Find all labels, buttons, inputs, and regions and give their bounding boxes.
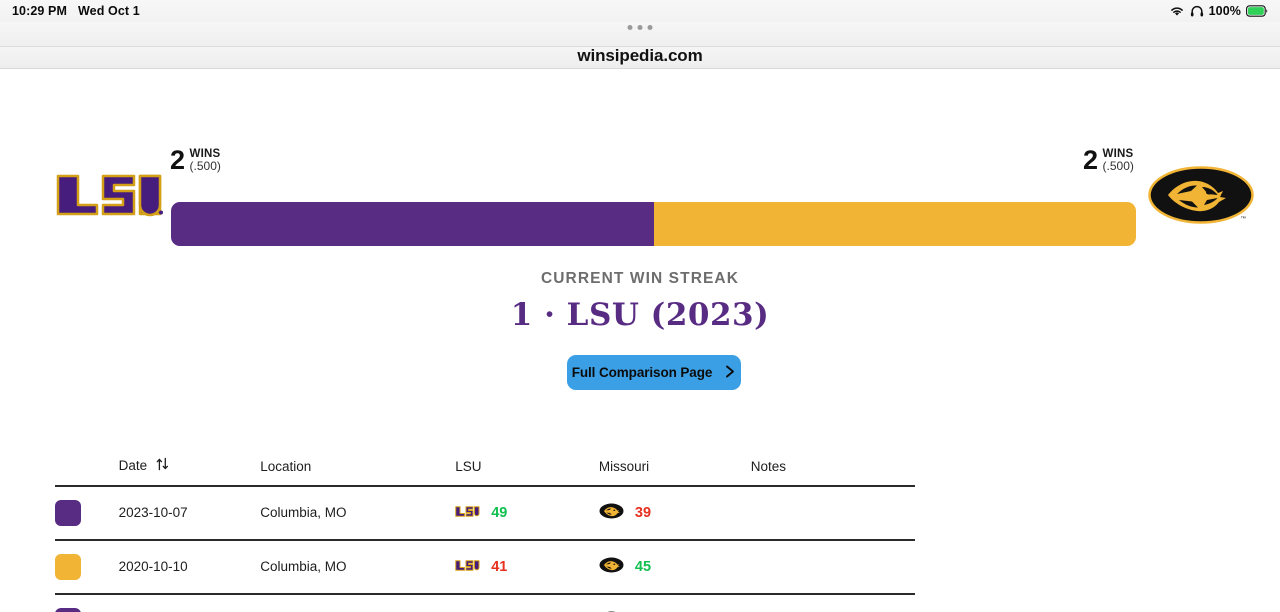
missouri-wins-count: 2 — [1083, 145, 1098, 175]
full-comparison-page-button[interactable]: Full Comparison Page — [567, 355, 741, 390]
cta-label: Full Comparison Page — [571, 365, 713, 380]
col-header-lsu[interactable]: LSU — [455, 458, 482, 474]
row-date: 2020-10-10 — [118, 559, 188, 574]
missouri-mini-logo — [599, 557, 624, 576]
wifi-icon — [1169, 5, 1185, 17]
ipad-status-bar: 10:29 PM Wed Oct 1 100% — [0, 0, 1280, 22]
col-header-location[interactable]: Location — [260, 458, 312, 474]
games-table: Date Location LSU Missouri Notes 2023-10… — [55, 457, 915, 612]
page-content: 2 WINS (.500) 2 WINS (.500) ™ C — [0, 69, 1280, 612]
lsu-bar-segment — [171, 202, 654, 246]
status-time: 10:29 PM — [12, 4, 67, 18]
col-header-date[interactable]: Date — [119, 457, 261, 486]
table-row[interactable]: 2016-10-01Baton Rouge, LA427 — [55, 594, 915, 612]
col-header-missouri[interactable]: Missouri — [598, 458, 650, 474]
lsu-win-pct: (.500) — [189, 159, 221, 174]
winner-color-chip — [55, 607, 81, 612]
winner-color-chip — [55, 499, 81, 526]
win-share-bar — [171, 202, 1136, 246]
lsu-logo — [55, 173, 163, 217]
browser-tab-bar — [0, 22, 1280, 47]
col-header-date-label: Date — [118, 457, 148, 473]
chevron-right-icon — [725, 365, 736, 380]
svg-text:™: ™ — [1241, 216, 1247, 222]
missouri-wins-label: WINS — [1102, 148, 1134, 160]
col-header-winner — [55, 457, 119, 486]
status-bar-right: 100% — [1169, 4, 1268, 18]
missouri-mini-logo — [599, 503, 624, 522]
missouri-score: 45 — [634, 558, 652, 575]
status-bar-left: 10:29 PM Wed Oct 1 — [12, 4, 140, 18]
lsu-wins-label: WINS — [189, 148, 221, 160]
row-winner-chip-cell — [55, 486, 119, 540]
row-winner-chip-cell — [55, 594, 119, 612]
missouri-score: 39 — [634, 504, 652, 521]
missouri-wins-block: 2 WINS (.500) — [1083, 147, 1134, 174]
row-notes — [751, 540, 915, 594]
row-lsu-score-cell: 41 — [455, 540, 599, 594]
row-location: Columbia, MO — [260, 559, 347, 574]
missouri-win-pct: (.500) — [1102, 159, 1134, 174]
row-missouri-score-cell: 39 — [599, 486, 751, 540]
winner-color-chip — [55, 553, 81, 580]
table-row[interactable]: 2020-10-10 Columbia, MO 41 45 — [55, 540, 915, 594]
address-bar[interactable]: winsipedia.com — [0, 46, 1280, 69]
missouri-bar-segment — [653, 202, 1136, 246]
games-table-head: Date Location LSU Missouri Notes — [55, 457, 915, 486]
row-missouri-score-cell: 7 — [599, 594, 751, 612]
lsu-score: 41 — [491, 558, 508, 575]
row-location: Columbia, MO — [260, 505, 347, 520]
table-row[interactable]: 2023-10-07 Columbia, MO 49 39 — [55, 486, 915, 540]
col-header-notes[interactable]: Notes — [750, 458, 787, 474]
lsu-score: 49 — [491, 504, 508, 521]
battery-icon — [1246, 5, 1268, 17]
row-winner-chip-cell — [55, 540, 119, 594]
row-lsu-score-cell: 49 — [455, 486, 599, 540]
row-notes — [751, 486, 915, 540]
current-win-streak-label: CURRENT WIN STREAK — [540, 270, 740, 287]
lsu-wins-count: 2 — [170, 145, 185, 175]
row-date: 2016-10-01 — [119, 594, 261, 612]
lsu-mini-logo — [455, 505, 480, 520]
games-table-body: 2023-10-07 Columbia, MO 49 39 2020-10-10 Colu… — [55, 486, 915, 612]
row-notes — [751, 594, 915, 612]
row-lsu-score-cell: 42 — [455, 594, 599, 612]
status-date: Wed Oct 1 — [78, 4, 140, 18]
row-location: Baton Rouge, LA — [260, 594, 455, 612]
site-title: winsipedia.com — [577, 46, 703, 65]
tab-overview-icon[interactable] — [627, 25, 653, 30]
lsu-wins-block: 2 WINS (.500) — [170, 147, 221, 174]
games-table-header-row: Date Location LSU Missouri Notes — [55, 457, 915, 486]
battery-percent-label: 100% — [1208, 4, 1241, 18]
row-date: 2023-10-07 — [118, 505, 188, 520]
current-win-streak-value: 1 · LSU (2023) — [510, 297, 770, 333]
row-missouri-score-cell: 45 — [599, 540, 751, 594]
lsu-mini-logo — [455, 559, 480, 574]
headphones-icon — [1190, 5, 1204, 17]
missouri-tigers-logo: ™ — [1148, 165, 1254, 227]
sort-updown-icon[interactable] — [156, 457, 169, 474]
